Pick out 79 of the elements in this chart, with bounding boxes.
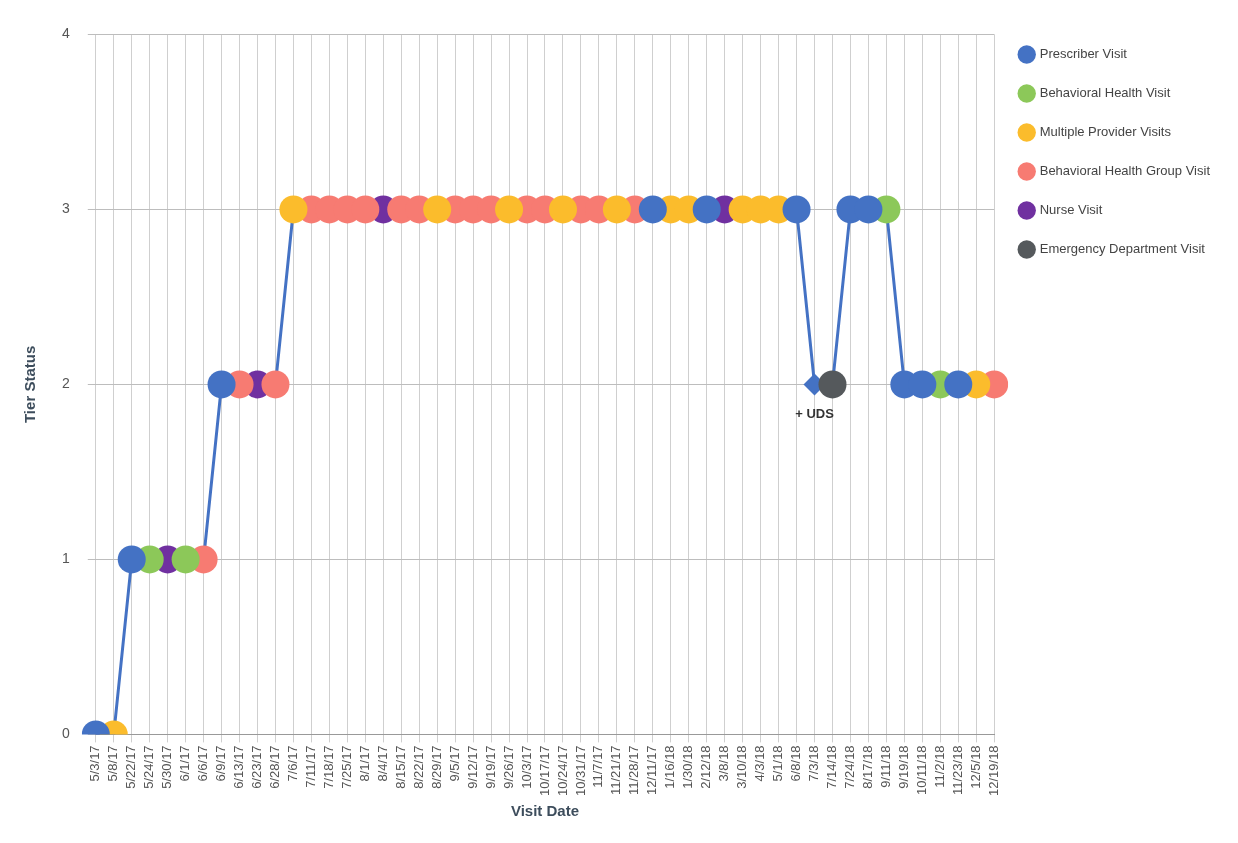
x-tick-label: 6/9/17 <box>213 745 229 782</box>
legend-label: Behavioral Health Visit <box>1039 85 1171 101</box>
point <box>207 370 236 399</box>
point <box>279 195 308 224</box>
x-tick-label: 9/19/18 <box>895 745 911 789</box>
point <box>423 195 452 224</box>
x-tick-label: 7/18/17 <box>320 745 336 789</box>
x-tick-label: 5/30/17 <box>159 745 175 789</box>
x-tick-label: 10/11/18 <box>913 745 929 796</box>
x-tick-label: 8/29/17 <box>428 745 444 789</box>
x-tick-label: 11/28/17 <box>626 745 642 796</box>
x-tick-label: 11/2/18 <box>931 745 947 788</box>
x-tick-label: 11/23/18 <box>949 745 965 796</box>
point <box>944 370 973 399</box>
x-tick-label: 8/22/17 <box>410 745 426 789</box>
y-tick-label: 2 <box>61 375 70 392</box>
x-tick-label: 5/3/17 <box>87 745 103 782</box>
x-tick-label: 7/14/18 <box>824 745 840 789</box>
x-tick-label: 7/25/17 <box>338 745 354 789</box>
x-tick-label: 8/1/17 <box>356 745 372 782</box>
point <box>117 545 146 574</box>
x-tick-label: 1/16/18 <box>662 745 678 789</box>
x-tick-label: 9/26/17 <box>500 745 516 789</box>
x-tick-label: 8/4/17 <box>374 745 390 782</box>
x-tick-label: 9/11/18 <box>877 745 893 788</box>
annotation: + UDS <box>795 405 835 421</box>
x-tick-label: 6/1/17 <box>177 745 193 782</box>
legend-label: Multiple Provider Visits <box>1039 124 1172 140</box>
x-axis-title: Visit Date <box>510 802 580 820</box>
y-tick-label: 0 <box>61 725 70 742</box>
x-tick-label: 9/5/17 <box>446 745 462 782</box>
x-tick-label: 6/23/17 <box>249 745 265 789</box>
x-tick-label: 11/7/17 <box>590 745 606 788</box>
point <box>602 195 631 224</box>
x-tick-label: 6/6/17 <box>195 745 211 782</box>
x-tick-label: 9/19/17 <box>482 745 498 789</box>
point <box>782 195 811 224</box>
x-tick-label: 7/11/17 <box>302 745 318 788</box>
x-tick-label: 10/3/17 <box>518 745 534 789</box>
legend-label: Nurse Visit <box>1039 202 1103 218</box>
legend-label: Emergency Department Visit <box>1039 241 1206 257</box>
y-tick-label: 1 <box>61 550 70 567</box>
point <box>261 370 290 399</box>
point <box>818 370 847 399</box>
point <box>638 195 667 224</box>
x-tick-label: 5/1/18 <box>770 745 786 782</box>
x-tick-label: 7/24/18 <box>842 745 858 789</box>
x-tick-label: 6/8/18 <box>788 745 804 782</box>
x-tick-label: 12/5/18 <box>967 745 983 789</box>
x-tick-label: 12/19/18 <box>985 745 1001 797</box>
x-tick-label: 11/21/17 <box>608 745 624 796</box>
x-tick-label: 7/3/18 <box>806 745 822 782</box>
legend-label: Prescriber Visit <box>1039 46 1128 62</box>
y-axis-title: Tier Status <box>21 345 39 424</box>
x-tick-label: 9/12/17 <box>464 745 480 789</box>
x-tick-label: 4/3/18 <box>752 745 768 782</box>
x-tick-label: 5/8/17 <box>105 745 121 782</box>
x-tick-label: 5/22/17 <box>123 745 139 789</box>
x-tick-label: 1/30/18 <box>680 745 696 789</box>
point <box>171 545 200 574</box>
x-tick-label: 8/17/18 <box>860 745 875 789</box>
x-tick-label: 5/24/17 <box>141 745 157 789</box>
x-tick-label: 10/31/17 <box>572 745 588 797</box>
y-tick-label: 4 <box>61 25 70 42</box>
x-tick-label: 10/17/17 <box>536 745 552 797</box>
x-tick-label: 3/10/18 <box>734 745 750 789</box>
x-tick-label: 8/15/17 <box>392 745 408 789</box>
point <box>548 195 577 224</box>
legend-label: Behavioral Health Group Visit <box>1039 163 1211 179</box>
x-tick-label: 3/8/18 <box>716 745 732 782</box>
x-tick-label: 6/28/17 <box>267 745 283 789</box>
x-tick-label: 10/24/17 <box>554 745 570 797</box>
x-tick-label: 7/6/17 <box>285 745 301 782</box>
x-tick-label: 12/11/17 <box>644 745 660 796</box>
x-tick-label: 2/12/18 <box>698 745 714 789</box>
x-tick-label: 6/13/17 <box>231 745 247 789</box>
point <box>495 195 524 224</box>
y-tick-label: 3 <box>61 200 70 217</box>
point <box>692 195 721 224</box>
